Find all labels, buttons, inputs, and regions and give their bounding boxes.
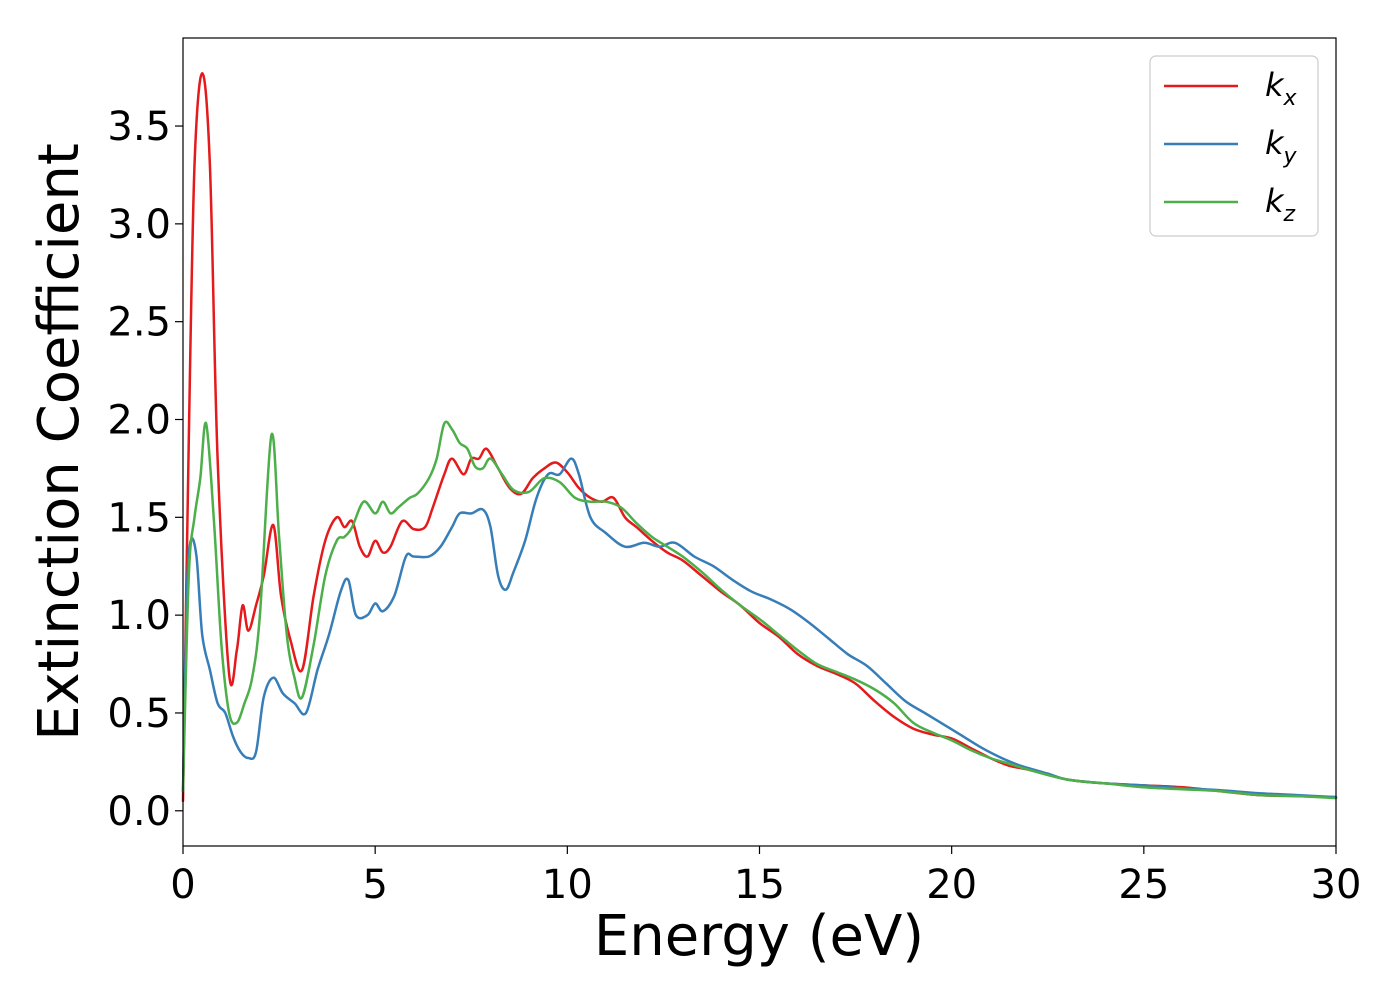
x-tick-label: 5 bbox=[362, 862, 387, 908]
y-tick-label: 3.5 bbox=[107, 104, 171, 150]
x-tick-label: 20 bbox=[926, 862, 977, 908]
y-tick-label: 2.5 bbox=[107, 300, 171, 346]
series-layer bbox=[181, 71, 1338, 803]
y-tick-label: 3.0 bbox=[107, 202, 171, 248]
series-line-ky bbox=[181, 457, 1338, 799]
legend-label-ky: ky bbox=[1265, 124, 1298, 169]
y-tick-label: 2.0 bbox=[107, 398, 171, 444]
series-line-kz bbox=[181, 420, 1338, 800]
y-tick-label: 1.0 bbox=[107, 593, 171, 639]
x-tick-label: 25 bbox=[1118, 862, 1169, 908]
plot-area bbox=[183, 38, 1336, 846]
y-tick-label: 0.5 bbox=[107, 691, 171, 737]
x-tick-label: 10 bbox=[542, 862, 593, 908]
x-tick-label: 30 bbox=[1311, 862, 1362, 908]
x-tick-label: 15 bbox=[734, 862, 785, 908]
y-axis-title: Extinction Coefficient bbox=[27, 143, 92, 741]
legend-box bbox=[1149, 55, 1319, 237]
y-tick-label: 1.5 bbox=[107, 495, 171, 541]
x-axis-ticks: 0 5 10 15 20 25 30 bbox=[170, 846, 1361, 908]
legend-label-subscript: x bbox=[1283, 86, 1298, 111]
x-tick-label: 0 bbox=[170, 862, 195, 908]
y-tick-label: 0.0 bbox=[107, 789, 171, 835]
x-axis-title: Energy (eV) bbox=[594, 904, 924, 969]
legend-label-subscript: y bbox=[1283, 144, 1298, 169]
legend-label-subscript: z bbox=[1283, 202, 1296, 227]
y-axis-ticks: 0.0 0.5 1.0 1.5 2.0 2.5 3.0 3.5 bbox=[107, 104, 183, 835]
